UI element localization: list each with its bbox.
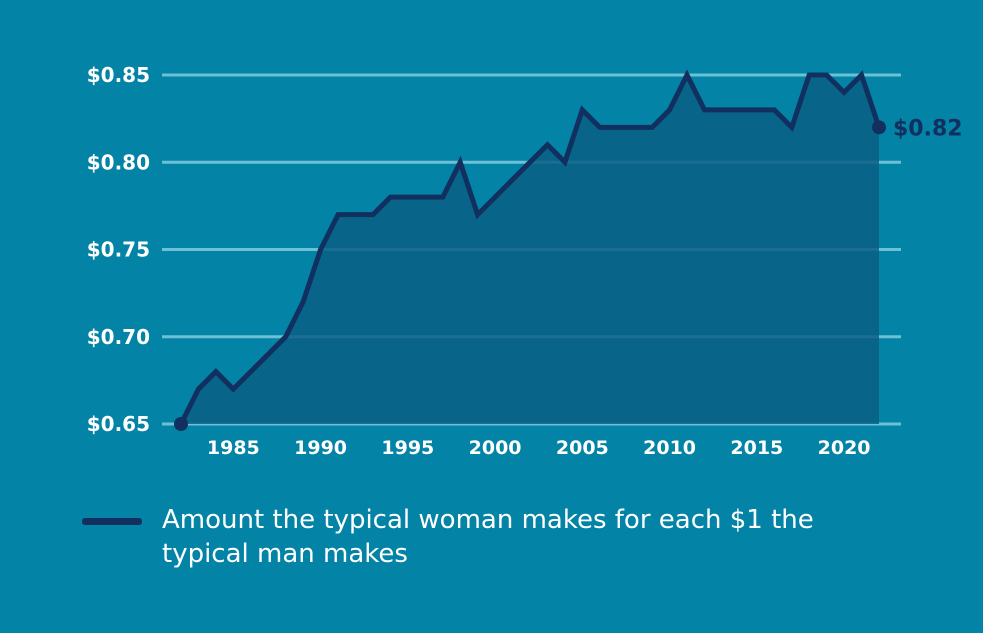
series-line [178, 69, 882, 426]
y-tick-label: $0.70 [87, 325, 150, 349]
legend-label: Amount the typical woman makes for each … [162, 505, 814, 569]
data-points [174, 120, 886, 431]
x-tick-label: 2005 [556, 437, 609, 459]
y-tick-label: $0.75 [87, 238, 150, 262]
x-tick-label: 2000 [469, 437, 522, 459]
legend: Amount the typical woman makes for each … [82, 503, 842, 571]
x-tick-label: 1990 [294, 437, 347, 459]
y-tick-label: $0.85 [87, 63, 150, 87]
end-value-label: $0.82 [893, 116, 963, 141]
y-tick-label: $0.80 [87, 150, 150, 174]
x-tick-label: 2015 [730, 437, 783, 459]
endpoint-marker [872, 120, 886, 135]
x-axis: 1985 1990 1995 2000 2005 2010 2015 2020 [207, 437, 871, 459]
area-fill [181, 75, 879, 424]
x-tick-label: 2020 [818, 437, 871, 459]
y-tick-label: $0.65 [87, 412, 150, 436]
x-tick-label: 1985 [207, 437, 260, 459]
legend-swatch [82, 518, 142, 525]
x-tick-label: 1995 [381, 437, 434, 459]
endpoint-marker [174, 417, 188, 431]
x-tick-label: 2010 [643, 437, 696, 459]
y-axis: $0.65 $0.70 $0.75 $0.80 $0.85 [87, 63, 150, 436]
